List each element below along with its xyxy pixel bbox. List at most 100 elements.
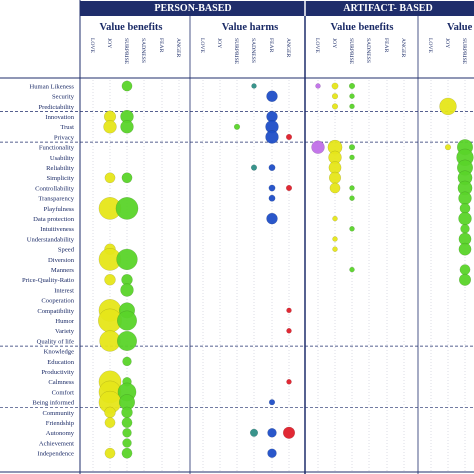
row-label: Interest — [54, 287, 74, 294]
value-row-labels: Human Likeness Security Predictability Inno… — [22, 83, 75, 457]
row-label: Predictability — [38, 104, 74, 111]
bubble-surprise — [122, 438, 132, 448]
row-label: Calmness — [48, 379, 74, 386]
bubble-surprise — [349, 195, 355, 201]
bubble-joy — [439, 97, 457, 116]
bubble-marks — [98, 80, 474, 459]
bubble-fear — [268, 164, 276, 171]
row-label: Functionality — [39, 145, 75, 152]
row-label: Compatibility — [37, 308, 74, 315]
bubble-fear — [267, 428, 277, 438]
row-label: Autonomy — [46, 430, 75, 437]
bubble-fear — [268, 184, 276, 192]
bubble-sadness — [250, 164, 258, 171]
bubble-surprise — [121, 80, 133, 92]
emotion-column-labels: LOVE JOY SURPRISE SADNESS FEAR ANGER LOVE JOY SU… — [89, 38, 467, 65]
bubble-surprise — [117, 310, 137, 331]
emotion-label-love: LOVE — [199, 38, 205, 53]
bubble-surprise — [458, 273, 472, 286]
row-label: Playfulness — [44, 206, 75, 213]
emotion-label-surprise: SURPRISE — [233, 38, 239, 65]
bubble-joy — [103, 120, 117, 134]
bubble-joy — [332, 236, 338, 242]
bubble-joy — [331, 93, 339, 100]
bubble-joy — [332, 215, 338, 222]
row-label: Achievement — [39, 440, 74, 447]
bubble-joy — [104, 406, 116, 419]
bubble-joy — [104, 172, 116, 184]
bubble-fear — [267, 448, 277, 458]
section-label-artifact-harms: Value — [447, 22, 473, 33]
bubble-anger — [286, 307, 292, 314]
bubble-joy — [332, 246, 338, 252]
row-label: Manners — [51, 267, 75, 274]
emotion-label-anger: ANGER — [175, 38, 181, 58]
bubble-surprise — [349, 103, 355, 110]
bubble-surprise — [460, 224, 470, 234]
bubble-fear — [266, 90, 278, 102]
row-label: Speed — [58, 247, 75, 254]
bubble-surprise — [121, 447, 133, 459]
emotion-label-joy: JOY — [331, 38, 337, 48]
bubble-surprise — [348, 144, 356, 151]
bubble-surprise — [458, 191, 472, 205]
row-label: Quality of life — [37, 338, 74, 345]
emotion-label-surprise: SURPRISE — [461, 38, 467, 65]
bubble-fear — [268, 194, 276, 202]
bubble-love — [315, 83, 321, 89]
row-label: Cooperation — [41, 298, 74, 305]
row-label: Reliability — [46, 165, 75, 172]
bubble-anger — [286, 379, 292, 385]
row-label: Knowledge — [44, 349, 74, 356]
row-label: Being informed — [32, 400, 74, 407]
bubble-sadness — [249, 428, 259, 437]
row-label: Variety — [55, 328, 75, 335]
bubble-surprise — [121, 417, 133, 428]
row-label: Trust — [60, 124, 74, 131]
row-label: Friendship — [46, 420, 75, 427]
emotion-label-love: LOVE — [89, 38, 95, 53]
row-label: Simplicity — [47, 175, 75, 182]
row-label: Diversion — [48, 257, 75, 264]
row-label: Humor — [55, 318, 74, 325]
bubble-surprise — [120, 120, 134, 134]
section-label-artifact-benefits: Value benefits — [331, 22, 394, 33]
emotion-label-joy: JOY — [106, 38, 112, 48]
bubble-surprise — [459, 264, 471, 275]
banner-person-based — [80, 1, 305, 16]
emotion-label-joy: JOY — [444, 38, 450, 48]
row-label: Privacy — [54, 134, 75, 141]
bubble-surprise — [121, 172, 133, 184]
bubble-joy — [331, 103, 339, 110]
bubble-anger — [285, 184, 293, 192]
emotion-label-fear: FEAR — [158, 38, 164, 53]
row-label: Community — [42, 410, 74, 417]
bubble-surprise — [458, 211, 472, 226]
bubble-joy — [104, 274, 116, 286]
bubble-anger — [282, 426, 296, 439]
row-label: Productivity — [41, 369, 74, 376]
column-headers: PERSON-BASED ARTIFACT- BASED Value benef… — [100, 3, 473, 33]
bubble-surprise — [349, 266, 355, 273]
row-label: Price-Quality-Ratio — [22, 277, 75, 284]
emotion-label-sadness: SADNESS — [140, 38, 146, 63]
emotion-label-love: LOVE — [427, 38, 433, 53]
section-label-person-harms: Value harms — [222, 22, 279, 33]
bubble-surprise — [115, 197, 139, 220]
row-label: Independence — [37, 451, 74, 458]
row-label: Transparency — [38, 196, 74, 203]
row-label: Understandability — [27, 236, 75, 243]
row-label: Intuitiveness — [40, 226, 74, 233]
bubble-surprise — [348, 82, 356, 90]
banner-artifact-based — [305, 1, 474, 16]
bubble-fear — [268, 399, 276, 406]
emotion-label-anger: ANGER — [400, 38, 406, 58]
emotion-label-fear: FEAR — [268, 38, 274, 53]
bubble-joy — [104, 447, 116, 459]
emotion-label-fear: FEAR — [383, 38, 389, 53]
group-label-artifact-based: ARTIFACT- BASED — [343, 3, 432, 14]
bubble-surprise — [122, 428, 132, 438]
bubble-surprise — [349, 154, 355, 161]
bubble-love — [311, 140, 325, 154]
bubble-joy — [444, 144, 452, 151]
